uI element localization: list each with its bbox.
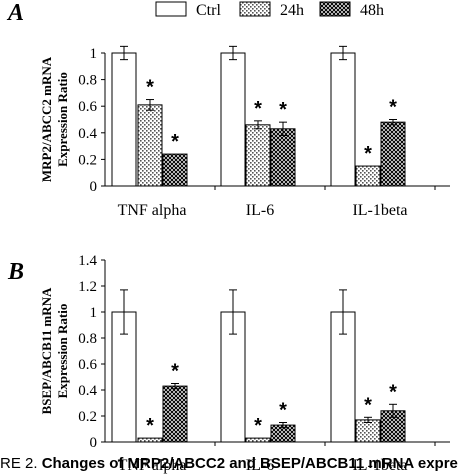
y-tick-label: 0.4 — [78, 126, 97, 142]
y-tick-label: 0 — [90, 179, 98, 195]
x-tick-label: TNF alpha — [118, 202, 187, 219]
significance-star: * — [171, 131, 179, 153]
y-tick-label: 0.6 — [78, 357, 97, 373]
bar-48h — [162, 153, 188, 187]
bar-24h — [245, 437, 271, 443]
x-tick-label: IL-6 — [246, 202, 274, 219]
significance-star: * — [279, 99, 287, 121]
caption-lead: RE 2. — [0, 455, 42, 472]
x-tick-label: IL-1beta — [352, 202, 407, 219]
x-tick-label: IL-1beta — [352, 457, 407, 474]
y-tick-label: 0.8 — [78, 73, 97, 89]
y-axis-title-line: MRP2/ABCC2 mRNA — [39, 56, 54, 182]
significance-star: * — [279, 400, 287, 422]
panel-label-b: B — [7, 259, 24, 285]
bar-ctrl — [330, 52, 356, 187]
y-tick-label: 1 — [90, 46, 98, 62]
y-axis-title-line: BSEP/ABCB11 mRNA — [39, 287, 54, 414]
y-axis-title-b: BSEP/ABCB11 mRNAExpression Ratio — [39, 287, 70, 414]
y-tick-label: 1.2 — [78, 279, 97, 295]
significance-star: * — [364, 394, 372, 416]
bar-ctrl — [220, 52, 246, 187]
legend-swatch-24h — [239, 1, 271, 17]
x-tick-label: IL-6 — [246, 457, 274, 474]
significance-star: * — [171, 361, 179, 383]
chart-panel-b: B BSEP/ABCB11 mRNAExpression Ratio 0 0.2 0.4… — [7, 253, 450, 474]
legend-label-24h: 24h — [280, 2, 304, 19]
bar-ctrl — [111, 52, 137, 187]
bar-48h — [162, 385, 188, 443]
y-tick-label: 0 — [90, 435, 98, 451]
bar-48h — [380, 410, 406, 443]
y-tick-label: 0.8 — [78, 331, 97, 347]
y-tick-label: 1 — [90, 305, 98, 321]
panel-label-a: A — [6, 0, 24, 26]
y-tick-label: 0.2 — [78, 152, 97, 168]
legend-swatch-ctrl — [155, 1, 187, 17]
bar-24h — [355, 419, 381, 443]
bar-24h — [137, 437, 163, 443]
y-tick-label: 0.4 — [78, 383, 97, 399]
y-axis-title-line: Expression Ratio — [55, 304, 70, 399]
y-tick-label: 0.6 — [78, 99, 97, 115]
y-axis-title-a: MRP2/ABCC2 mRNAExpression Ratio — [39, 56, 70, 182]
bar-24h — [355, 165, 381, 187]
caption-text: Changes of MRP2/ABCC2 and BSEP/ABCB11 mR… — [41, 455, 458, 472]
significance-star: * — [389, 381, 397, 403]
y-axis-title-line: Expression Ratio — [55, 72, 70, 167]
significance-star: * — [146, 77, 154, 99]
figure-caption: RE 2. Changes of MRP2/ABCC2 and BSEP/ABC… — [0, 454, 474, 474]
y-tick-label: 1.4 — [78, 253, 97, 269]
legend-label-48h: 48h — [360, 2, 384, 19]
legend-label-ctrl: Ctrl — [196, 2, 221, 19]
bar-24h — [245, 124, 271, 187]
significance-star: * — [146, 415, 154, 437]
significance-star: * — [389, 97, 397, 119]
bar-24h — [137, 104, 163, 187]
legend: Ctrl 24h 48h — [155, 1, 384, 19]
significance-star: * — [254, 415, 262, 437]
legend-swatch-48h — [319, 1, 351, 17]
bar-48h — [380, 121, 406, 187]
bar-48h — [270, 128, 296, 187]
chart-panel-a: A MRP2/ABCC2 mRNAExpression Ratio 0 0.2 0.4 0… — [6, 0, 450, 219]
y-tick-label: 0.2 — [78, 409, 97, 425]
x-tick-label: TNF alpha — [118, 457, 187, 474]
significance-star: * — [254, 98, 262, 120]
significance-star: * — [364, 143, 372, 165]
